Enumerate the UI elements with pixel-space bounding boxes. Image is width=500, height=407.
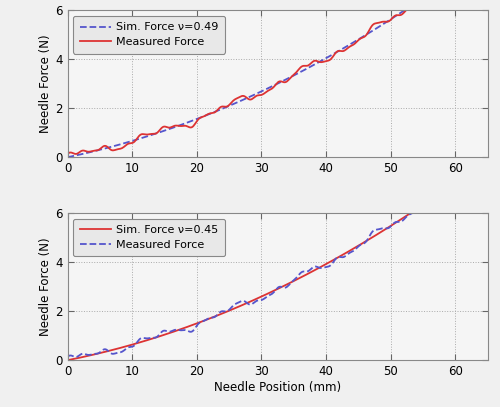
Sim. Force ν=0.49 xyxy=(288,74,294,79)
Sim. Force ν=0.45 xyxy=(404,213,409,218)
Line: Sim. Force ν=0.49: Sim. Force ν=0.49 xyxy=(68,0,481,157)
Legend: Sim. Force ν=0.45, Measured Force: Sim. Force ν=0.45, Measured Force xyxy=(73,219,226,256)
Sim. Force ν=0.49 xyxy=(64,155,70,160)
Measured Force xyxy=(469,166,475,171)
Sim. Force ν=0.49 xyxy=(310,63,316,68)
Measured Force xyxy=(312,58,318,63)
Sim. Force ν=0.45 xyxy=(468,168,474,173)
X-axis label: Needle Position (mm): Needle Position (mm) xyxy=(214,381,341,394)
Sim. Force ν=0.45 xyxy=(310,268,316,273)
Sim. Force ν=0.49 xyxy=(264,87,270,92)
Y-axis label: Needle Force (N): Needle Force (N) xyxy=(40,35,52,133)
Measured Force xyxy=(73,354,79,359)
Sim. Force ν=0.49 xyxy=(404,7,409,11)
Measured Force xyxy=(64,354,70,359)
Measured Force xyxy=(404,214,410,219)
Measured Force xyxy=(64,151,70,156)
Line: Measured Force: Measured Force xyxy=(68,0,481,154)
Measured Force xyxy=(478,164,484,168)
Sim. Force ν=0.49 xyxy=(261,88,267,93)
Sim. Force ν=0.45 xyxy=(478,161,484,166)
Measured Force xyxy=(264,294,270,299)
Measured Force xyxy=(312,264,318,269)
Measured Force xyxy=(262,91,268,96)
Sim. Force ν=0.45 xyxy=(288,280,294,285)
Measured Force xyxy=(404,7,410,11)
Measured Force xyxy=(289,74,295,79)
Measured Force xyxy=(264,89,270,94)
Legend: Sim. Force ν=0.49, Measured Force: Sim. Force ν=0.49, Measured Force xyxy=(73,16,226,53)
Line: Measured Force: Measured Force xyxy=(68,166,481,357)
Sim. Force ν=0.45 xyxy=(261,293,267,298)
Sim. Force ν=0.45 xyxy=(264,292,270,297)
Measured Force xyxy=(289,279,295,284)
Measured Force xyxy=(262,296,268,301)
Sim. Force ν=0.45 xyxy=(64,358,70,363)
Measured Force xyxy=(474,163,480,168)
Line: Sim. Force ν=0.45: Sim. Force ν=0.45 xyxy=(68,163,481,360)
Y-axis label: Needle Force (N): Needle Force (N) xyxy=(40,237,52,336)
Measured Force xyxy=(73,151,79,156)
